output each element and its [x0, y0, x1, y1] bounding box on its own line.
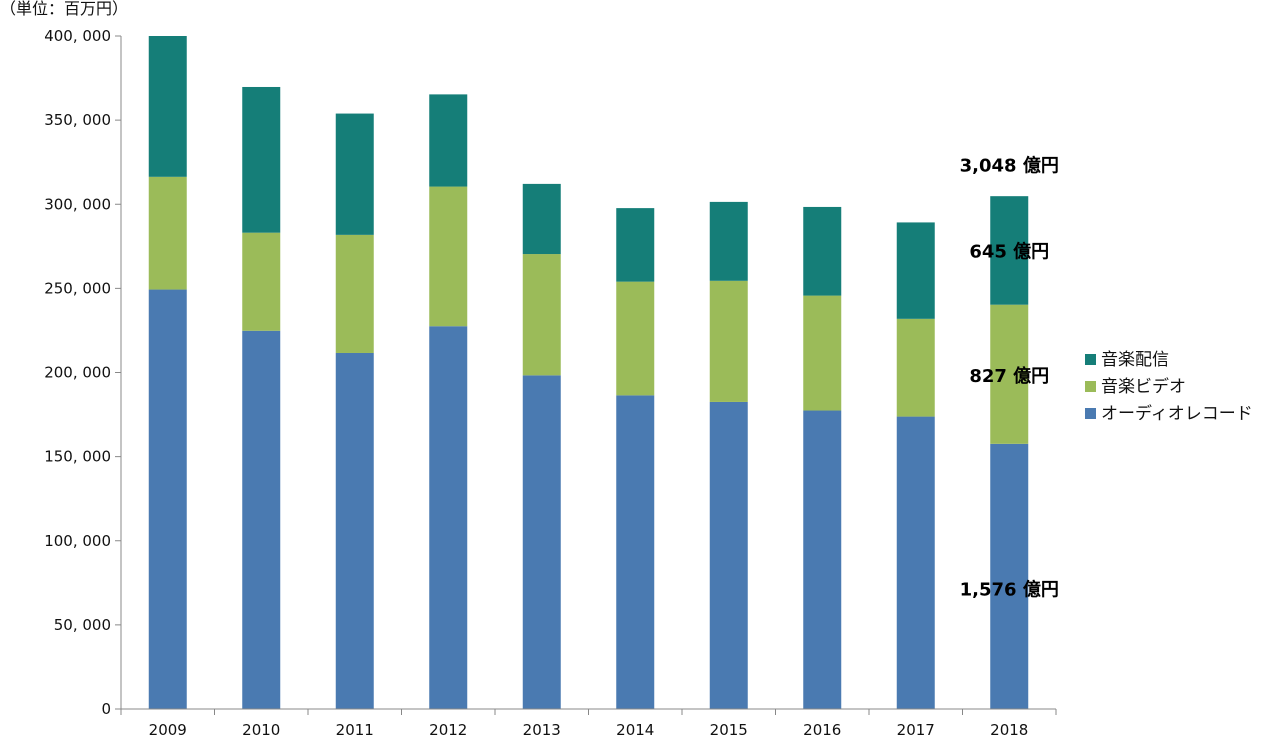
- value-annotation: 645 億円: [969, 240, 1049, 262]
- bar-segment: [148, 36, 187, 177]
- bar-segment: [242, 86, 281, 233]
- x-tick-label: 2011: [336, 721, 374, 738]
- legend-label: 音楽配信: [1101, 350, 1169, 370]
- bar-segment: [148, 289, 187, 709]
- bar-segment: [990, 443, 1029, 709]
- bar-segment: [335, 113, 374, 235]
- x-tick-label: 2010: [242, 721, 280, 738]
- x-tick-label: 2009: [149, 721, 187, 738]
- bar-segment: [616, 395, 655, 709]
- bar-segment: [522, 375, 561, 709]
- bar-segment: [242, 232, 281, 331]
- unit-label: （単位：百万円）: [0, 0, 128, 18]
- annotations: 3,048 億円 645 億円 827 億円 1,576 億円: [960, 155, 1059, 601]
- legend-label: 音楽ビデオ: [1101, 376, 1186, 397]
- legend-swatch: [1085, 354, 1096, 365]
- legend-label: オーディオレコード: [1101, 403, 1253, 424]
- bar-segment: [709, 401, 748, 709]
- value-annotation: 827 億円: [969, 365, 1049, 387]
- bar-segment: [522, 254, 561, 376]
- bar-segment: [429, 94, 468, 187]
- y-tick-label: 300, 000: [44, 195, 111, 213]
- x-tick-label: 2013: [523, 721, 561, 738]
- bar-segment: [616, 281, 655, 396]
- bar-segment: [896, 318, 935, 417]
- value-annotation: 3,048 億円: [960, 155, 1059, 177]
- bar-segment: [616, 208, 655, 282]
- bar-segment: [709, 280, 748, 402]
- y-tick-label: 250, 000: [44, 279, 111, 297]
- x-tick-label: 2012: [429, 721, 467, 738]
- y-tick-label: 400, 000: [44, 27, 111, 45]
- bar-segment: [803, 206, 842, 296]
- x-tick-label: 2018: [990, 721, 1028, 738]
- value-annotation: 1,576 億円: [960, 579, 1059, 601]
- y-tick-label: 350, 000: [44, 111, 111, 129]
- legend-swatch: [1085, 381, 1096, 392]
- bar-segment: [896, 222, 935, 319]
- y-tick-label: 50, 000: [54, 616, 111, 634]
- bar-segment: [990, 304, 1029, 444]
- bar-segment: [148, 176, 187, 290]
- x-tick-label: 2014: [616, 721, 654, 738]
- x-tick-label: 2017: [897, 721, 935, 738]
- x-tick-label: 2016: [803, 721, 841, 738]
- bar-segment: [335, 234, 374, 353]
- legend-swatch: [1085, 408, 1096, 419]
- bar-segment: [803, 410, 842, 709]
- bars: [148, 36, 1029, 709]
- bar-segment: [242, 330, 281, 709]
- bar-segment: [429, 326, 468, 709]
- y-tick-label: 100, 000: [44, 532, 111, 550]
- y-axis: 0 50, 000 100, 000 150, 000 200, 000 250, 000…: [44, 27, 122, 718]
- bar-segment: [990, 196, 1029, 305]
- bar-segment: [429, 186, 468, 327]
- y-tick-label: 200, 000: [44, 364, 111, 382]
- x-axis: 2009 2010 2011 2012 2013 2014 2015 2016 2017 2018: [120, 708, 1057, 738]
- bar-segment: [896, 416, 935, 709]
- y-tick-label: 0: [101, 700, 111, 718]
- bar-segment: [335, 352, 374, 709]
- bar-segment: [803, 295, 842, 411]
- bar-segment: [522, 183, 561, 255]
- bar-segment: [709, 201, 748, 281]
- x-tick-label: 2015: [710, 721, 748, 738]
- y-tick-label: 150, 000: [44, 448, 111, 466]
